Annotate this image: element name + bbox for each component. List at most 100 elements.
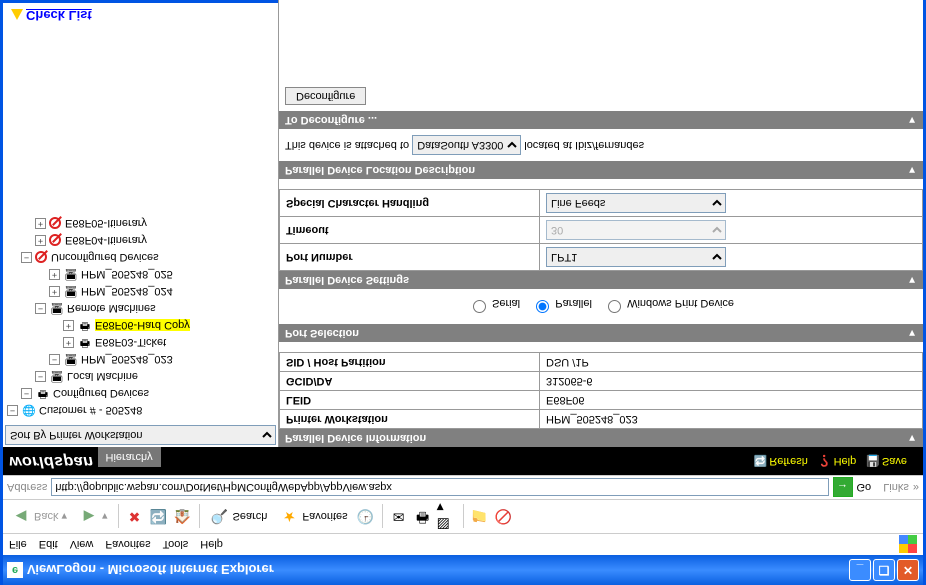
sidebar: Sort By Printer Workstation −🌐Customer #… [3, 0, 279, 447]
search-button[interactable]: 🔍Search [206, 505, 272, 529]
address-bar: Address → Go Links » [3, 475, 923, 499]
tree-itin04[interactable]: E68F04-Itinerary [65, 235, 147, 247]
tree-hardcopy[interactable]: E68F06-Hard Copy [95, 320, 190, 332]
back-button[interactable]: ◀Back ▾ [7, 505, 71, 529]
tree-hpm025[interactable]: HPM_505248_025 [81, 269, 173, 281]
info-table: Printer WorkstationHPM_505248_023 LEIDE6… [279, 352, 923, 429]
toolbar: ◀Back ▾ ▶▾ ✖ 🔄 🏠 🔍Search ★Favorites 🕒 ✉ … [3, 499, 923, 533]
folder-icon[interactable]: 📁 [470, 507, 490, 527]
label-gcid: GCID/DA [280, 372, 540, 391]
deconfigure-button[interactable]: Deconfigure [285, 87, 366, 105]
panel-deconfigure-header[interactable]: To Deconfigure ...▼ [279, 111, 923, 129]
refresh-icon[interactable]: 🔄 [149, 507, 169, 527]
history-icon[interactable]: 🕒 [356, 507, 376, 527]
expand-icon[interactable]: − [35, 371, 46, 382]
menu-bar: File Edit View Favorites Tools Help [3, 533, 923, 555]
label-printer-workstation: Printer Workstation [280, 410, 540, 429]
hierarchy-tab[interactable]: Hierarchy [98, 447, 161, 467]
label-timeout: Timeout [280, 217, 540, 244]
go-label: Go [857, 482, 872, 494]
expand-icon[interactable]: − [21, 252, 32, 263]
print-icon[interactable]: 🖶 [413, 507, 433, 527]
favorites-button[interactable]: ★Favorites [275, 505, 351, 529]
select-sch[interactable]: Line Feeds [546, 193, 726, 213]
tree-local[interactable]: Local Machine [67, 371, 138, 383]
edit-icon[interactable]: ▧ ▾ [437, 507, 457, 527]
stop-icon[interactable]: ✖ [125, 507, 145, 527]
expand-icon[interactable]: + [63, 337, 74, 348]
tree-customer[interactable]: Customer # - 505248 [39, 405, 142, 417]
menu-help[interactable]: Help [200, 539, 223, 551]
location-text2: located at Ibiz/fernandes [524, 139, 644, 151]
workstation-icon: 🖥 [63, 285, 79, 299]
tree-hpm023[interactable]: HPM_505248_023 [81, 354, 173, 366]
machine-icon: 🖥 [49, 302, 65, 316]
window-title: ViewLogon - Microsoft Internet Explorer [27, 563, 274, 578]
expand-icon[interactable]: − [49, 354, 60, 365]
address-input[interactable] [51, 479, 828, 497]
expand-icon[interactable]: − [21, 388, 32, 399]
label-port-number: Port Number [280, 244, 540, 271]
refresh-action[interactable]: 🔄Refresh [754, 455, 808, 468]
tree-configured[interactable]: Configured Devices [53, 388, 149, 400]
mail-icon[interactable]: ✉ [389, 507, 409, 527]
forbidden-icon [49, 235, 61, 247]
expand-icon[interactable]: + [49, 286, 60, 297]
select-attached-device[interactable]: DataSouth A3300 [412, 135, 521, 155]
menu-file[interactable]: File [9, 539, 27, 551]
tree-remote[interactable]: Remote Machines [67, 303, 156, 315]
forbidden-icon [49, 218, 61, 230]
go-button[interactable]: → [833, 478, 853, 498]
radio-serial[interactable]: Serial [468, 297, 520, 309]
value-printer-workstation: HPM_505248_023 [540, 410, 923, 429]
menu-tools[interactable]: Tools [163, 539, 189, 551]
value-leid: E68F06 [540, 391, 923, 410]
forward-button[interactable]: ▶▾ [75, 505, 112, 529]
expand-icon[interactable]: + [63, 320, 74, 331]
tree-itin05[interactable]: E68F05-Itinerary [65, 218, 147, 230]
label-sid: SID / Host Partition [280, 353, 540, 372]
panel-port-header[interactable]: Port Selection▼ [279, 324, 923, 342]
location-row: This device is attached to DataSouth A33… [279, 129, 923, 161]
menu-view[interactable]: View [70, 539, 94, 551]
device-tree: −🌐Customer # - 505248 −🖶Configured Devic… [3, 31, 278, 423]
check-list-link[interactable]: Check List [3, 0, 278, 31]
save-action[interactable]: 💾Save [866, 455, 907, 468]
workstation-icon: 🖥 [63, 353, 79, 367]
minimize-button[interactable]: _ [849, 559, 871, 581]
panel-settings-header[interactable]: Parallel Device Settings▼ [279, 271, 923, 289]
tree-ticket[interactable]: E68F03-Ticket [95, 337, 166, 349]
home-icon[interactable]: 🏠 [173, 507, 193, 527]
port-radio-row: Serial Parallel Windows Print Device [279, 289, 923, 324]
settings-table: Port Number LPT1 Timeout 30 Special Char… [279, 189, 923, 271]
blocked-icon[interactable]: 🚫 [494, 507, 514, 527]
main-panel: Parallel Device Information▼ Printer Wor… [279, 0, 923, 447]
maximize-button[interactable]: ❐ [873, 559, 895, 581]
tree-hpm024[interactable]: HPM_505248_024 [81, 286, 173, 298]
select-port-number[interactable]: LPT1 [546, 247, 726, 267]
expand-icon[interactable]: + [35, 218, 46, 229]
close-button[interactable]: ✕ [897, 559, 919, 581]
printer-icon: 🖶 [77, 336, 93, 350]
windows-flag-icon [899, 536, 917, 554]
radio-parallel[interactable]: Parallel [531, 297, 592, 309]
menu-edit[interactable]: Edit [39, 539, 58, 551]
worldspan-logo: worldspan [9, 452, 94, 470]
expand-icon[interactable]: + [35, 235, 46, 246]
machine-icon: 🖥 [49, 370, 65, 384]
value-gcid: 312065-6 [540, 372, 923, 391]
panel-info-header[interactable]: Parallel Device Information▼ [279, 429, 923, 447]
radio-wpd[interactable]: Windows Print Device [603, 297, 734, 309]
expand-icon[interactable]: − [7, 405, 18, 416]
tree-unconfigured[interactable]: Unconfigured Devices [51, 252, 159, 264]
menu-favorites[interactable]: Favorites [105, 539, 150, 551]
help-action[interactable]: ❓Help [818, 455, 856, 468]
app-icon: e [7, 562, 23, 578]
label-leid: LEID [280, 391, 540, 410]
panel-location-header[interactable]: Parallel Device Location Description▼ [279, 161, 923, 179]
label-sch: Special Character Handling [280, 190, 540, 217]
expand-icon[interactable]: + [49, 269, 60, 280]
sort-select[interactable]: Sort By Printer Workstation [5, 425, 276, 445]
app-header: worldspan Hierarchy 🔄Refresh ❓Help 💾Save [3, 447, 923, 475]
expand-icon[interactable]: − [35, 303, 46, 314]
